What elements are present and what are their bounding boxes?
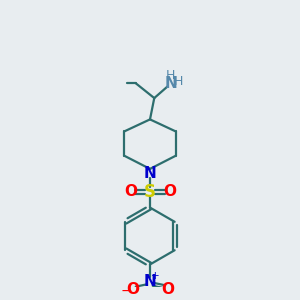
Text: N: N [144, 274, 156, 289]
Text: N: N [164, 76, 177, 91]
Text: −: − [120, 284, 132, 298]
Text: O: O [124, 184, 137, 200]
Text: N: N [144, 166, 156, 181]
Text: S: S [144, 183, 156, 201]
Text: H: H [174, 75, 183, 88]
Text: O: O [126, 282, 139, 297]
Text: O: O [163, 184, 176, 200]
Text: O: O [161, 282, 174, 297]
Text: H: H [166, 69, 176, 82]
Text: +: + [152, 271, 160, 281]
